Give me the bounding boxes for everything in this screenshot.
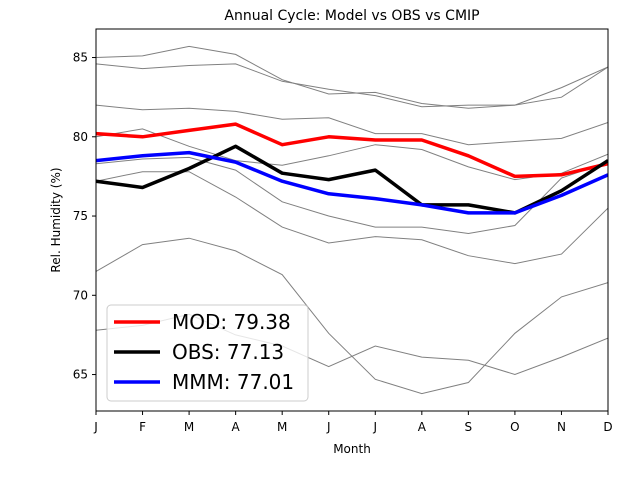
legend-label-obs: OBS: 77.13 [172,340,284,364]
x-axis-label: Month [333,442,371,456]
cmip-model-line-4 [96,128,608,181]
cmip-model-line-5 [96,171,608,265]
chart-title: Annual Cycle: Model vs OBS vs CMIP [224,8,479,24]
x-tick-label: A [232,420,241,434]
y-tick-label: 80 [73,130,88,144]
obs-series-line [96,144,608,215]
y-axis: 65 70 75 80 85 [73,51,96,382]
x-tick-label: A [418,420,427,434]
cmip-model-line-2 [96,63,608,108]
legend-box [106,304,309,402]
cmip-model-line-1 [96,45,608,109]
y-axis-label: Rel. Humidity (%) [49,167,63,272]
x-tick-label: J [326,420,331,434]
x-tick-label: D [603,420,612,434]
y-tick-label: 65 [73,368,88,382]
cmip-model-line-6 [96,156,608,235]
legend-label-mmm: MMM: 77.01 [172,370,294,394]
x-tick-label: S [465,420,473,434]
x-tick-label: J [372,420,377,434]
x-tick-label: F [139,420,146,434]
x-tick-label: O [510,420,519,434]
y-tick-label: 70 [73,288,88,302]
y-tick-label: 85 [73,51,88,65]
mod-series-line [96,122,608,179]
x-tick-label: M [277,420,287,434]
x-tick-label: J [93,420,98,434]
mmm-series-line [96,150,608,215]
legend: MOD: 79.38 OBS: 77.13 MMM: 77.01 [106,304,309,402]
x-tick-label: M [184,420,194,434]
plot-lines [96,45,608,395]
axes-frame [95,28,609,412]
x-tick-label: N [557,420,566,434]
cmip-model-line-3 [96,104,608,146]
legend-label-mod: MOD: 79.38 [172,310,291,334]
y-tick-label: 75 [73,209,88,223]
